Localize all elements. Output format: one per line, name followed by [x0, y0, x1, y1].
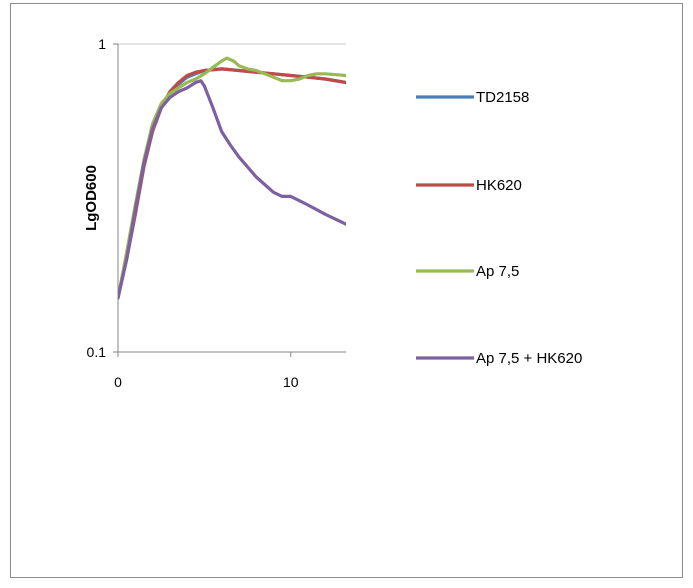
series-line-3	[118, 79, 346, 300]
legend-label-0: TD2158	[476, 89, 529, 106]
x-tick-label-0: 0	[114, 374, 122, 390]
series-line-2	[118, 56, 346, 300]
legend-label-2: Ap 7,5	[476, 263, 519, 280]
y-tick-label-0: 0.1	[87, 344, 107, 360]
legend-label-3: Ap 7,5 + HK620	[476, 350, 582, 367]
chart-border	[10, 3, 683, 578]
x-tick-label-1: 10	[283, 374, 299, 390]
y-axis-label: LgOD600	[83, 165, 100, 231]
legend-label-1: HK620	[476, 177, 522, 194]
y-tick-label-1: 1	[98, 36, 106, 52]
